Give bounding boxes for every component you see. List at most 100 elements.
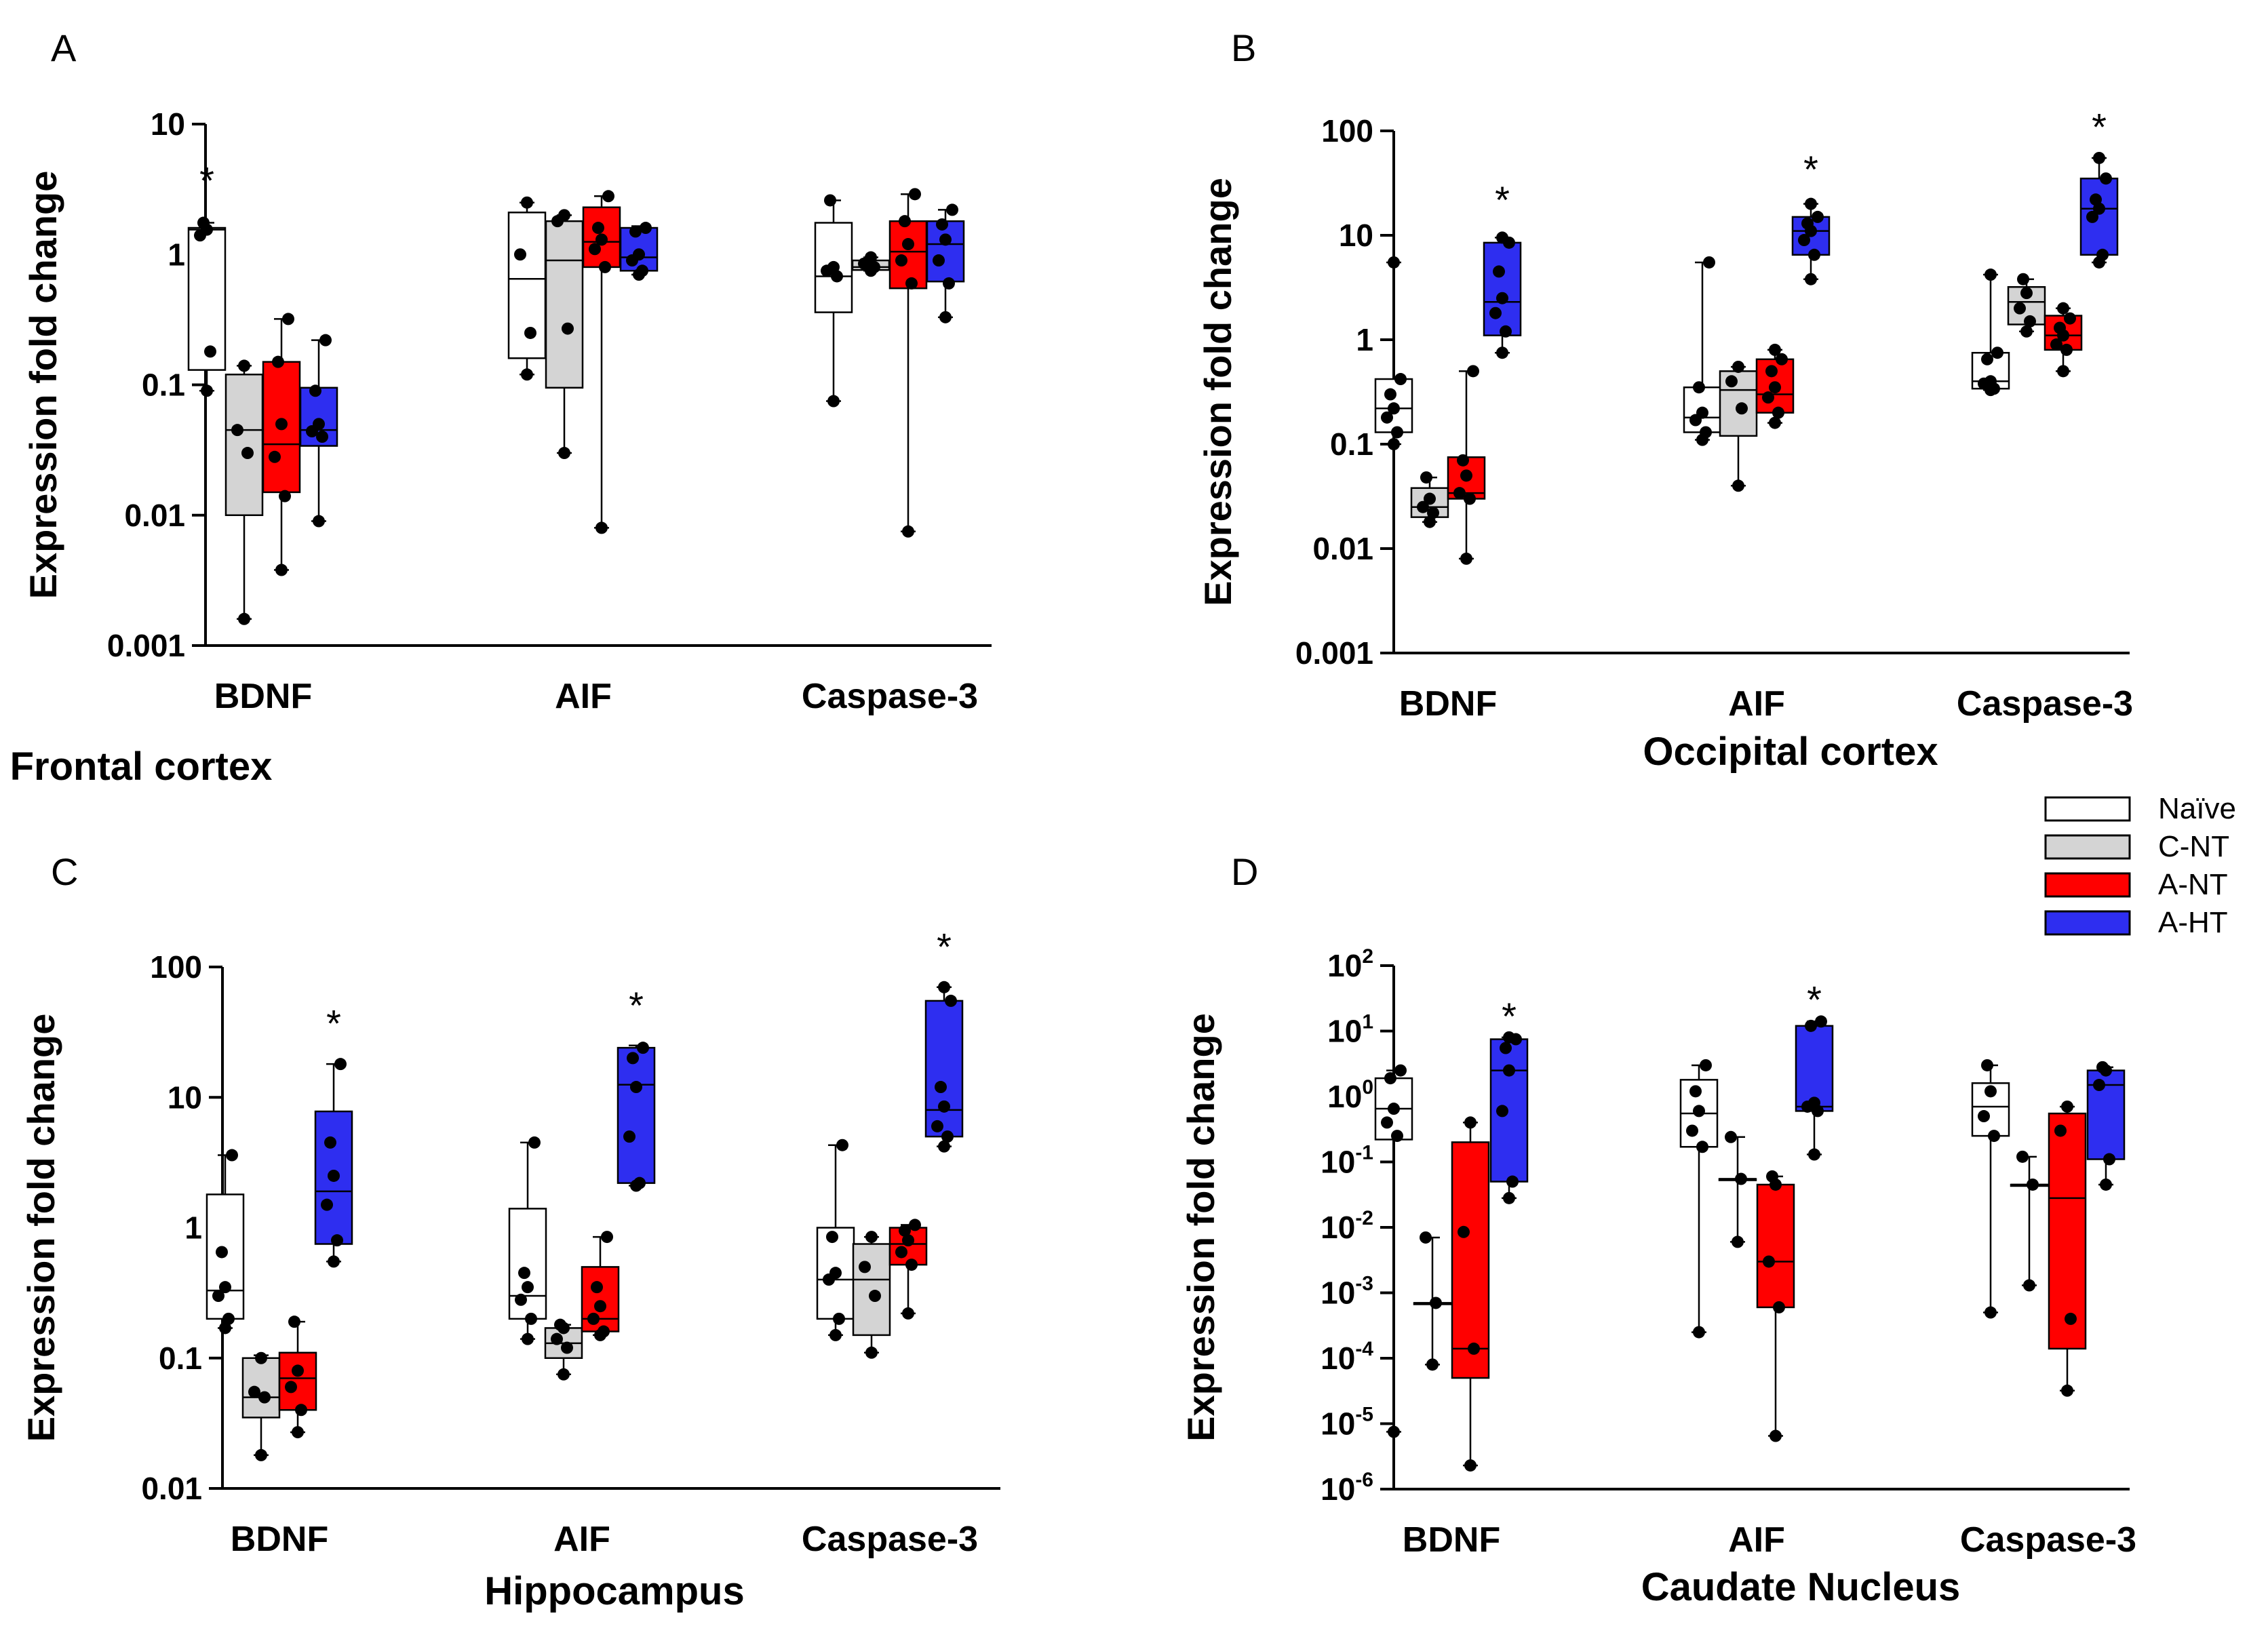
- data-point: [522, 1332, 534, 1345]
- data-point: [258, 1391, 271, 1404]
- data-point: [518, 1267, 530, 1280]
- data-point: [514, 248, 526, 261]
- data-point: [2061, 1384, 2073, 1397]
- data-point: [902, 1307, 914, 1320]
- y-axis-title: Expression fold change: [20, 1014, 62, 1442]
- box-aif-na-ve: [507, 196, 547, 381]
- data-point: [1394, 373, 1407, 386]
- data-point: [222, 1312, 235, 1325]
- data-point: [602, 190, 614, 203]
- legend-swatch: [2044, 910, 2131, 936]
- data-point: [1984, 1306, 1997, 1319]
- data-point: [275, 418, 288, 431]
- data-point: [1496, 347, 1508, 359]
- data-point: [1766, 1170, 1778, 1183]
- data-point: [1464, 1116, 1477, 1129]
- data-point: [2103, 1153, 2115, 1166]
- data-point: [1696, 1141, 1708, 1153]
- significance-star: *: [629, 984, 644, 1027]
- data-point: [216, 1246, 228, 1259]
- y-tick-label: 10-3: [1321, 1273, 1373, 1311]
- box-body: [1756, 1183, 1795, 1309]
- data-point: [1460, 552, 1472, 565]
- data-point: [829, 1328, 842, 1341]
- data-point: [1458, 1225, 1470, 1238]
- data-point: [595, 233, 608, 246]
- data-point: [331, 1234, 343, 1247]
- data-point: [1384, 1072, 1396, 1085]
- significance-star: *: [1502, 995, 1517, 1037]
- box-body: [1451, 1141, 1490, 1379]
- data-point: [1388, 1103, 1400, 1115]
- box-body: [278, 1351, 317, 1411]
- data-point: [865, 1231, 878, 1244]
- box-aif-a-ht: [617, 1042, 656, 1192]
- legend-item-c-nt: C-NT: [2044, 830, 2229, 863]
- panel-letter: A: [51, 26, 77, 69]
- data-point: [309, 384, 321, 397]
- data-point: [219, 1281, 231, 1294]
- data-point: [1984, 375, 1997, 388]
- data-point: [328, 1169, 340, 1182]
- data-point: [201, 384, 213, 397]
- data-point: [2065, 1312, 2077, 1325]
- data-point: [231, 424, 243, 437]
- panel-letter: B: [1231, 26, 1256, 69]
- data-point: [899, 1224, 911, 1237]
- box-aif-na-ve: [1679, 1059, 1719, 1339]
- data-point: [869, 1290, 881, 1303]
- data-point: [219, 1322, 231, 1334]
- data-point: [1815, 1015, 1827, 1028]
- box-caspase-3-c-nt: [852, 1231, 891, 1359]
- data-point: [591, 1281, 603, 1294]
- data-point: [1984, 269, 1997, 281]
- box-bdnf-na-ve: [206, 1149, 245, 1334]
- data-point: [827, 260, 840, 273]
- y-tick-label: 0.1: [159, 1341, 202, 1376]
- legend-swatch: [2044, 796, 2131, 822]
- data-point: [1735, 1172, 1747, 1185]
- legend: Naïve C-NT A-NT A-HT: [2044, 792, 2236, 939]
- data-point: [2057, 302, 2069, 315]
- data-point: [1689, 1085, 1702, 1098]
- y-tick-label: 1: [168, 237, 185, 272]
- data-point: [334, 1058, 347, 1071]
- y-tick-label: 1: [1356, 322, 1373, 357]
- data-point: [865, 1346, 878, 1359]
- data-point: [2096, 1061, 2109, 1073]
- data-point: [295, 1404, 307, 1417]
- category-label-caspase-3: Caspase-3: [1960, 1520, 2136, 1560]
- data-point: [637, 1042, 649, 1054]
- data-point: [2020, 325, 2033, 338]
- panel-title: Hippocampus: [484, 1569, 745, 1613]
- data-point: [1430, 1297, 1442, 1309]
- panel-title: Frontal cortex: [10, 745, 273, 789]
- category-label-aif: AIF: [1728, 1520, 1785, 1560]
- data-point: [1978, 1110, 1990, 1123]
- y-tick-label: 10-1: [1321, 1142, 1373, 1180]
- data-point: [2100, 172, 2112, 185]
- data-point: [521, 196, 533, 209]
- box-caspase-3-a-ht: [926, 203, 965, 323]
- significance-star: *: [326, 1002, 341, 1045]
- box-body: [224, 374, 264, 516]
- data-point: [1693, 1326, 1705, 1339]
- data-point: [829, 1267, 842, 1280]
- panel-c: C 100 10 1 0.1 0.01 BDNF AIF Caspase-3 Hippocampu…: [20, 850, 1000, 1613]
- panel-b: B 100 10 1 0.1 0.01 0.001 BDNF AIF Caspase-3 Occip…: [1196, 26, 2133, 774]
- data-point: [1496, 1105, 1508, 1118]
- legend-item-a-ht: A-HT: [2044, 906, 2228, 939]
- data-point: [1805, 273, 1817, 285]
- data-point: [859, 1261, 871, 1273]
- box-caspase-3-a-nt: [888, 1219, 928, 1320]
- data-point: [939, 233, 952, 246]
- y-tick-label: 0.1: [1330, 427, 1373, 462]
- panel-title: Caudate Nucleus: [1641, 1565, 1961, 1609]
- data-point: [1503, 1191, 1515, 1204]
- data-point: [1468, 1342, 1480, 1355]
- significance-star: *: [937, 925, 952, 968]
- data-point: [2027, 1178, 2039, 1191]
- category-label-aif: AIF: [553, 1520, 610, 1559]
- y-tick-label: 10-6: [1321, 1469, 1373, 1507]
